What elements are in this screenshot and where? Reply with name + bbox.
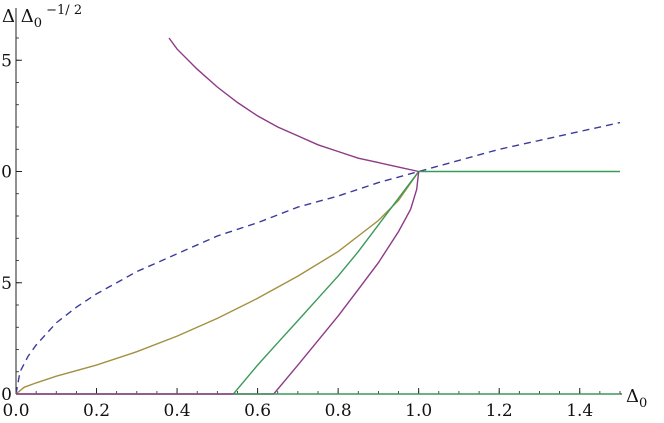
y-tick-label: 1.0: [0, 163, 12, 183]
y-tick-label: 0.5: [0, 274, 12, 294]
curves: [15, 37, 621, 395]
x-tick-label: 0.2: [83, 401, 110, 421]
y-axis-title-sub: 0: [34, 16, 42, 31]
y-axis-title-sup: −1/ 2: [42, 3, 82, 18]
y-tick-label: 1.5: [0, 51, 12, 71]
y-axis-title: Δ Δ0 −1/ 2: [2, 3, 82, 31]
x-tick-label: 0.0: [2, 401, 29, 421]
x-tick-label: 0.8: [325, 401, 352, 421]
series-line-2: [15, 171, 420, 395]
series-line-3: [168, 37, 419, 173]
x-axis-title: Δ0: [626, 386, 647, 411]
x-tick-label: 0.6: [244, 401, 271, 421]
series-line-4: [16, 170, 620, 395]
x-axis-title-sub: 0: [639, 396, 647, 411]
x-tick-label: 0.4: [164, 401, 191, 421]
series-line-1: [15, 121, 621, 395]
x-tick-label: 1.0: [405, 401, 432, 421]
y-tick-label: 0.0: [0, 385, 12, 405]
x-tick-label: 1.2: [486, 401, 513, 421]
series-line-5: [16, 171, 420, 395]
x-tick-label: 1.4: [566, 401, 593, 421]
labels: 0.0 0.2 0.4 0.6 0.8 1.0 1.2 1.4 0.0 0.5 1.0 1.5 Δ0 Δ …: [0, 3, 647, 421]
